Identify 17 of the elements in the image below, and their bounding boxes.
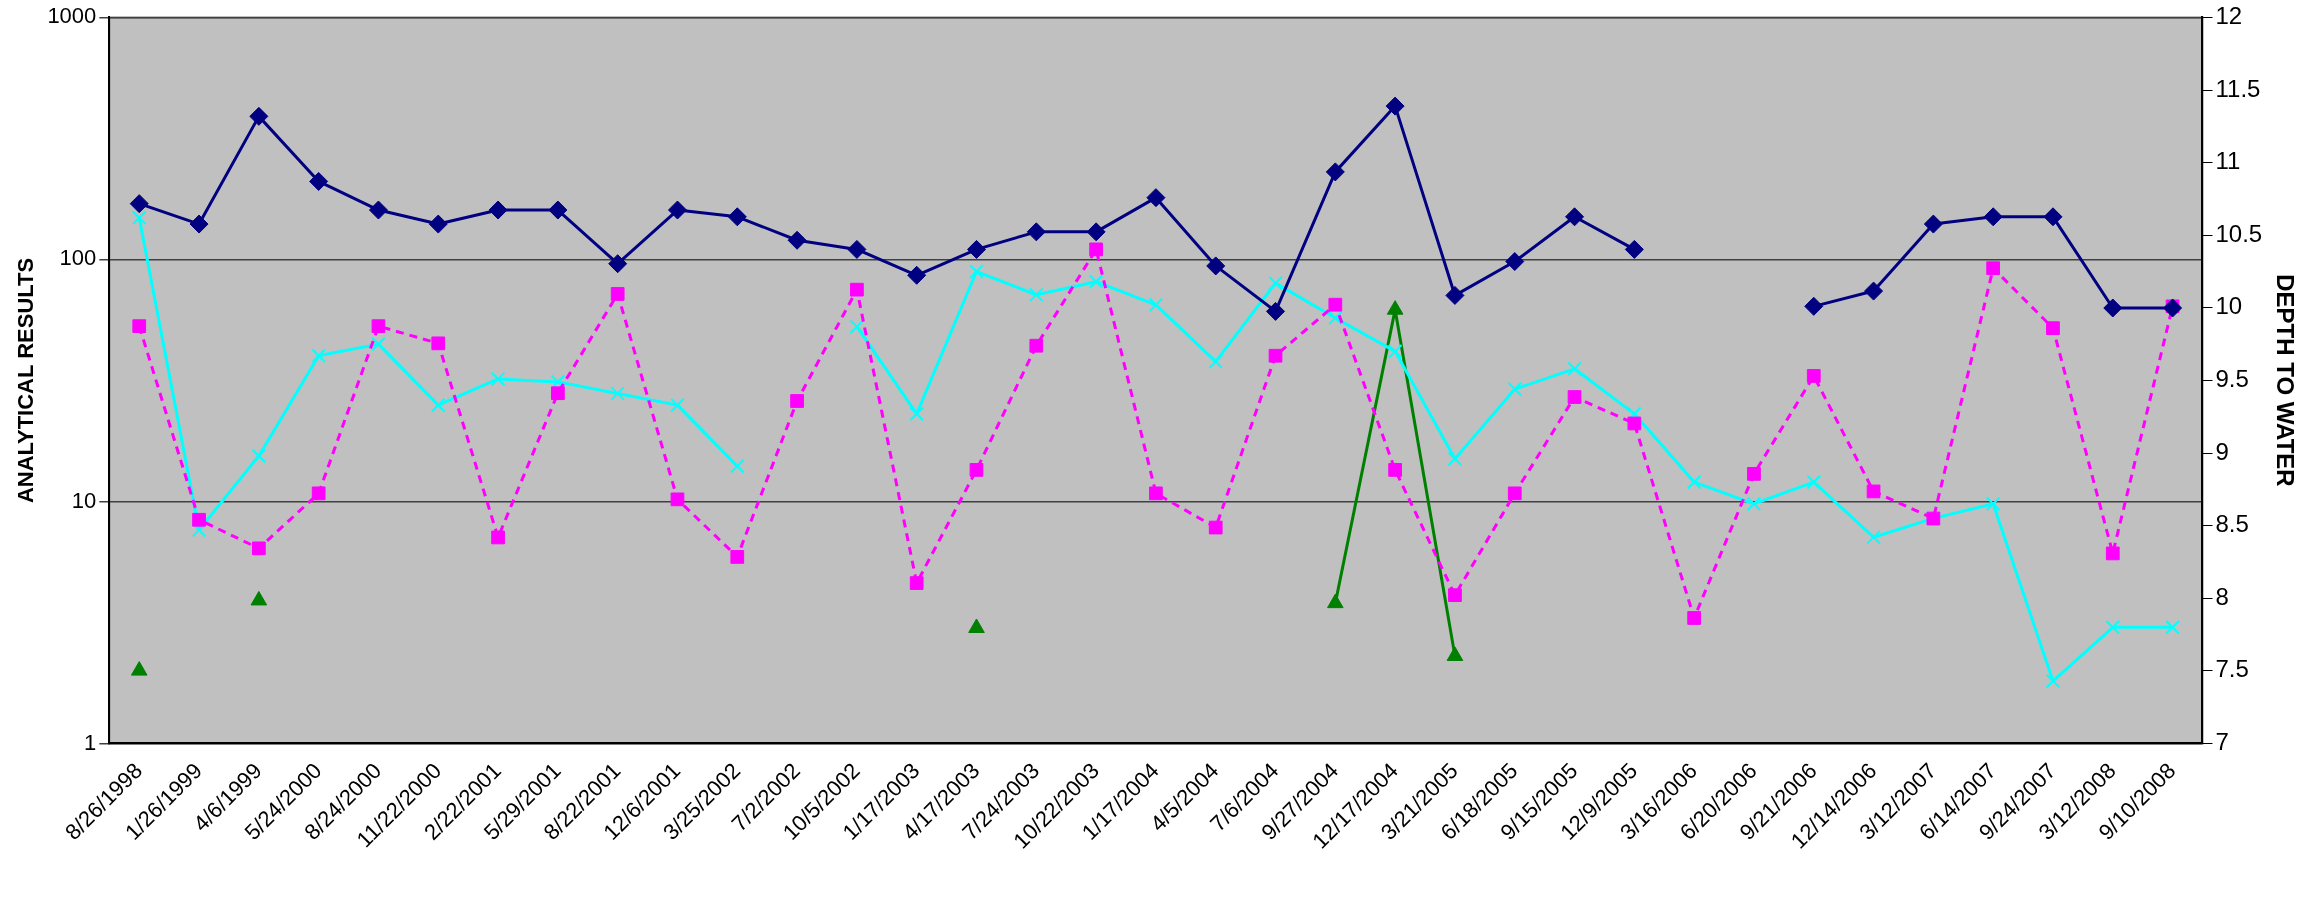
y2-tick-label: 11 bbox=[2215, 147, 2241, 175]
y2-tick-label: 7 bbox=[2215, 728, 2229, 756]
y2-tick-label: 8 bbox=[2215, 582, 2229, 610]
y2-tick-label: 9 bbox=[2215, 437, 2229, 465]
y2-tick-label: 8.5 bbox=[2215, 510, 2249, 538]
y-axis-title: ANALYTICAL RESULTS bbox=[13, 257, 39, 504]
y-tick-label: 1000 bbox=[47, 3, 97, 29]
y2-tick-label: 9.5 bbox=[2215, 365, 2249, 393]
y2-tick-label: 11.5 bbox=[2215, 74, 2261, 102]
y-tick-label: 100 bbox=[59, 245, 97, 271]
y-tick-label: 10 bbox=[71, 487, 97, 513]
y2-tick-label: 7.5 bbox=[2215, 655, 2249, 683]
y-tick-label: 1 bbox=[84, 729, 97, 755]
y2-tick-label: 10 bbox=[2215, 292, 2243, 320]
y2-tick-label: 10.5 bbox=[2215, 219, 2263, 247]
y2-tick-label: 12 bbox=[2215, 2, 2243, 30]
y2-axis-title: DEPTH TO WATER bbox=[2271, 274, 2299, 487]
